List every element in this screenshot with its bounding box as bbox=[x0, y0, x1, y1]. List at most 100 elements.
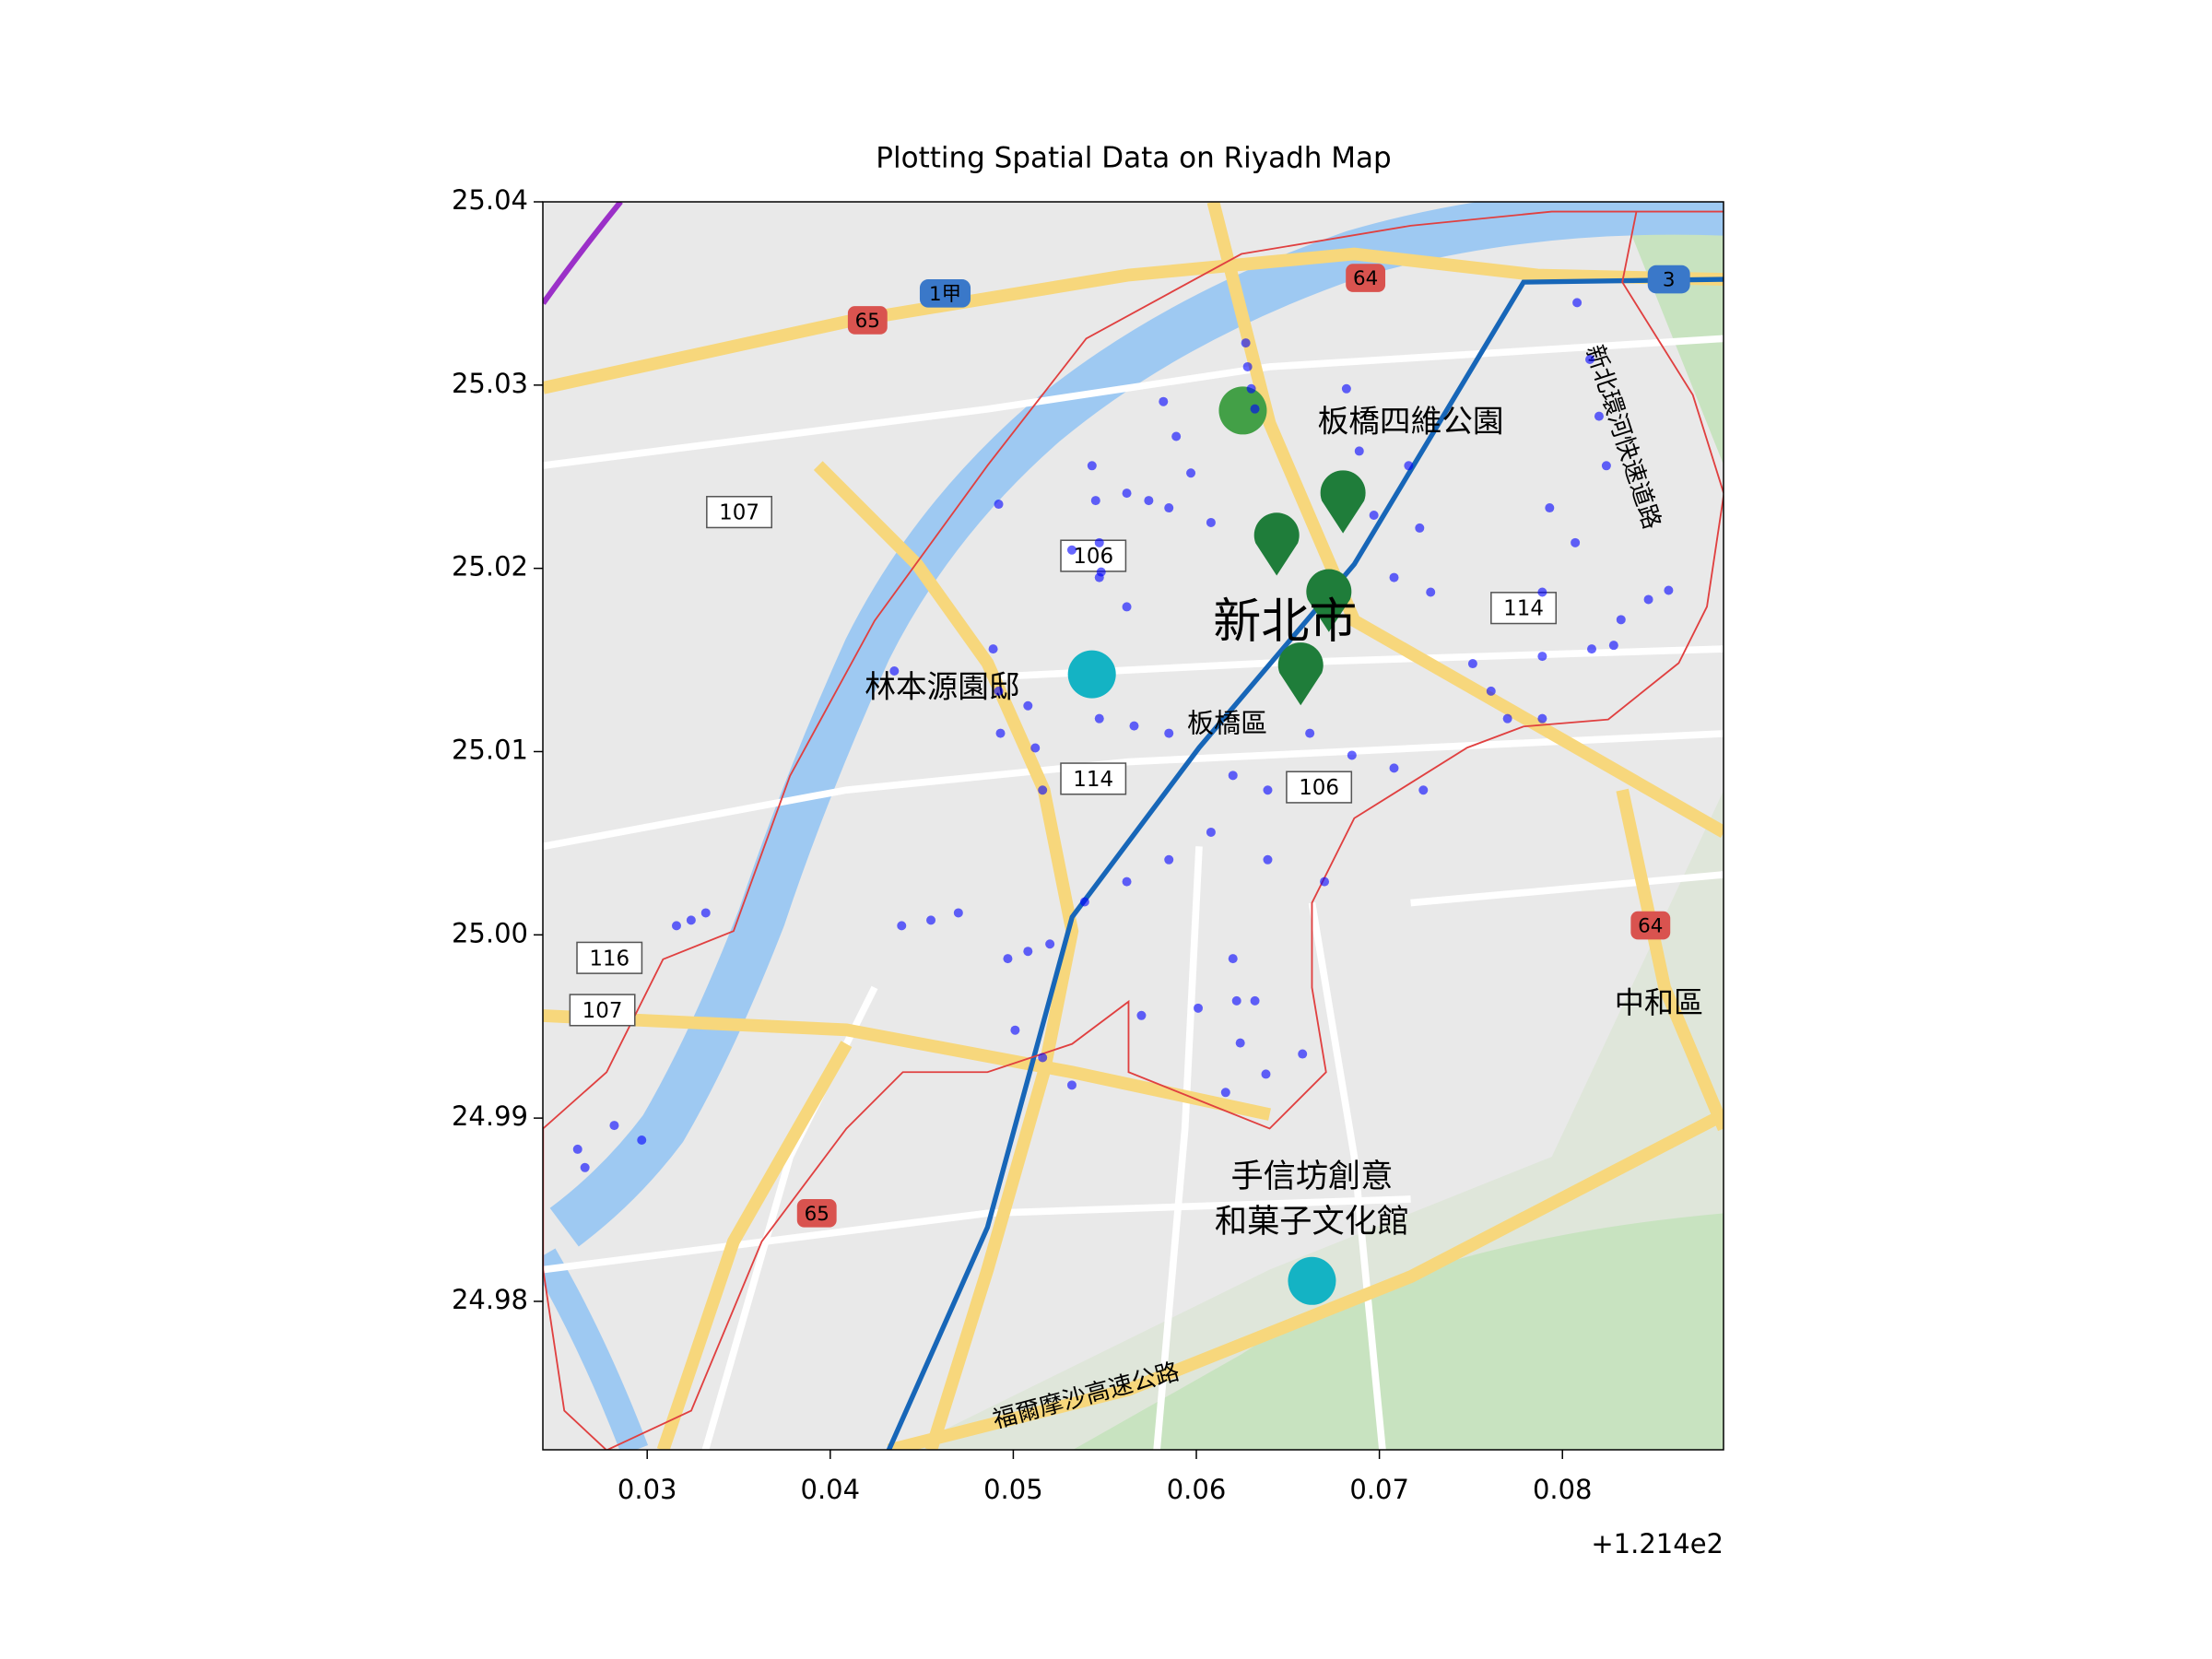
point bbox=[1369, 510, 1379, 520]
map-label: 64 bbox=[1638, 915, 1663, 938]
point bbox=[1486, 686, 1496, 696]
point bbox=[1572, 298, 1583, 308]
point bbox=[1164, 503, 1174, 513]
map-label: 板橋四維公園 bbox=[1318, 404, 1504, 440]
point bbox=[995, 728, 1006, 738]
point bbox=[1537, 713, 1547, 724]
map-label: 板橋區 bbox=[1187, 708, 1267, 739]
point bbox=[572, 1144, 582, 1154]
map-label: 65 bbox=[855, 310, 880, 333]
point bbox=[926, 915, 936, 925]
point bbox=[1235, 1038, 1245, 1048]
point bbox=[1066, 1080, 1077, 1090]
point bbox=[988, 644, 998, 654]
point bbox=[1171, 431, 1182, 441]
river bbox=[549, 201, 1724, 1247]
map-label: 1甲 bbox=[929, 283, 961, 306]
point bbox=[671, 921, 681, 931]
map-label: 65 bbox=[805, 1203, 830, 1226]
point bbox=[1164, 854, 1174, 865]
x-tick-label: 0.08 bbox=[1533, 1474, 1593, 1505]
point bbox=[1415, 523, 1425, 533]
point bbox=[1537, 652, 1547, 662]
y-tick-label: 25.01 bbox=[452, 734, 528, 765]
y-tick-label: 25.00 bbox=[452, 917, 528, 948]
point bbox=[1601, 461, 1611, 471]
point bbox=[1136, 1010, 1147, 1020]
point bbox=[1023, 700, 1033, 711]
route-shield bbox=[1647, 265, 1690, 294]
point bbox=[1418, 785, 1429, 795]
point bbox=[1144, 496, 1154, 506]
x-tick-label: 0.05 bbox=[983, 1474, 1043, 1505]
point bbox=[1129, 721, 1139, 731]
point bbox=[1643, 594, 1653, 605]
point bbox=[1585, 354, 1595, 364]
map-label: 116 bbox=[589, 947, 629, 971]
point bbox=[609, 1121, 619, 1131]
point bbox=[1087, 461, 1097, 471]
map-label: 114 bbox=[1073, 768, 1113, 792]
point bbox=[1616, 615, 1626, 625]
point bbox=[1537, 587, 1547, 597]
point bbox=[1263, 785, 1273, 795]
point bbox=[1206, 827, 1216, 837]
point bbox=[1206, 517, 1216, 527]
route-boxes bbox=[569, 496, 1558, 1027]
map-label: 和菓子文化館 bbox=[1215, 1203, 1409, 1241]
point bbox=[1389, 572, 1399, 582]
y-tick-label: 25.03 bbox=[452, 368, 528, 399]
point bbox=[1389, 763, 1399, 773]
point bbox=[1426, 587, 1436, 597]
map-label: 中和區 bbox=[1615, 985, 1703, 1020]
point bbox=[1066, 545, 1077, 555]
point bbox=[1608, 641, 1618, 651]
x-tick-label: 0.06 bbox=[1167, 1474, 1227, 1505]
point bbox=[1164, 728, 1174, 738]
map-label: 手信坊創意 bbox=[1230, 1158, 1393, 1195]
point bbox=[1122, 602, 1132, 612]
point bbox=[1261, 1069, 1271, 1079]
chart-title: Plotting Spatial Data on Riyadh Map bbox=[876, 142, 1391, 175]
point bbox=[1023, 947, 1033, 957]
point bbox=[700, 908, 711, 918]
point bbox=[1094, 537, 1104, 547]
point bbox=[1250, 404, 1260, 414]
point bbox=[1341, 383, 1351, 394]
map-label: 114 bbox=[1503, 597, 1544, 621]
point bbox=[1094, 713, 1104, 724]
route-shield bbox=[1630, 911, 1671, 940]
metro-line bbox=[886, 276, 1724, 1451]
point bbox=[1467, 659, 1477, 669]
route-shield bbox=[796, 1199, 837, 1228]
point bbox=[1122, 877, 1132, 887]
route-shield bbox=[919, 279, 971, 308]
point bbox=[1587, 644, 1597, 654]
map: 新北市 板橋區 林本源園邸 板橋四維公園 手信坊創意 和菓子文化館 中和區 福爾… bbox=[543, 201, 1724, 1451]
point bbox=[1250, 995, 1260, 1006]
map-label: 107 bbox=[582, 999, 623, 1023]
point bbox=[1220, 1088, 1230, 1098]
point bbox=[686, 915, 696, 925]
point bbox=[1354, 446, 1364, 456]
point bbox=[994, 686, 1004, 696]
point bbox=[1305, 728, 1315, 738]
point bbox=[953, 908, 963, 918]
map-label: 106 bbox=[1299, 776, 1339, 800]
point bbox=[637, 1135, 647, 1145]
point bbox=[1545, 503, 1555, 513]
axes-frame bbox=[542, 201, 1724, 1451]
x-tick-label: 0.07 bbox=[1349, 1474, 1409, 1505]
point bbox=[1038, 1053, 1048, 1063]
scatter-points bbox=[572, 298, 1674, 1172]
poi-marker bbox=[1067, 650, 1116, 699]
y-tick-label: 25.04 bbox=[452, 184, 528, 216]
point bbox=[889, 665, 900, 676]
route-shield bbox=[1346, 264, 1386, 292]
map-label: 新北市 bbox=[1213, 594, 1357, 650]
poi-marker bbox=[1288, 1256, 1336, 1305]
point bbox=[1079, 897, 1089, 907]
point bbox=[1298, 1049, 1308, 1059]
point bbox=[1045, 939, 1055, 949]
